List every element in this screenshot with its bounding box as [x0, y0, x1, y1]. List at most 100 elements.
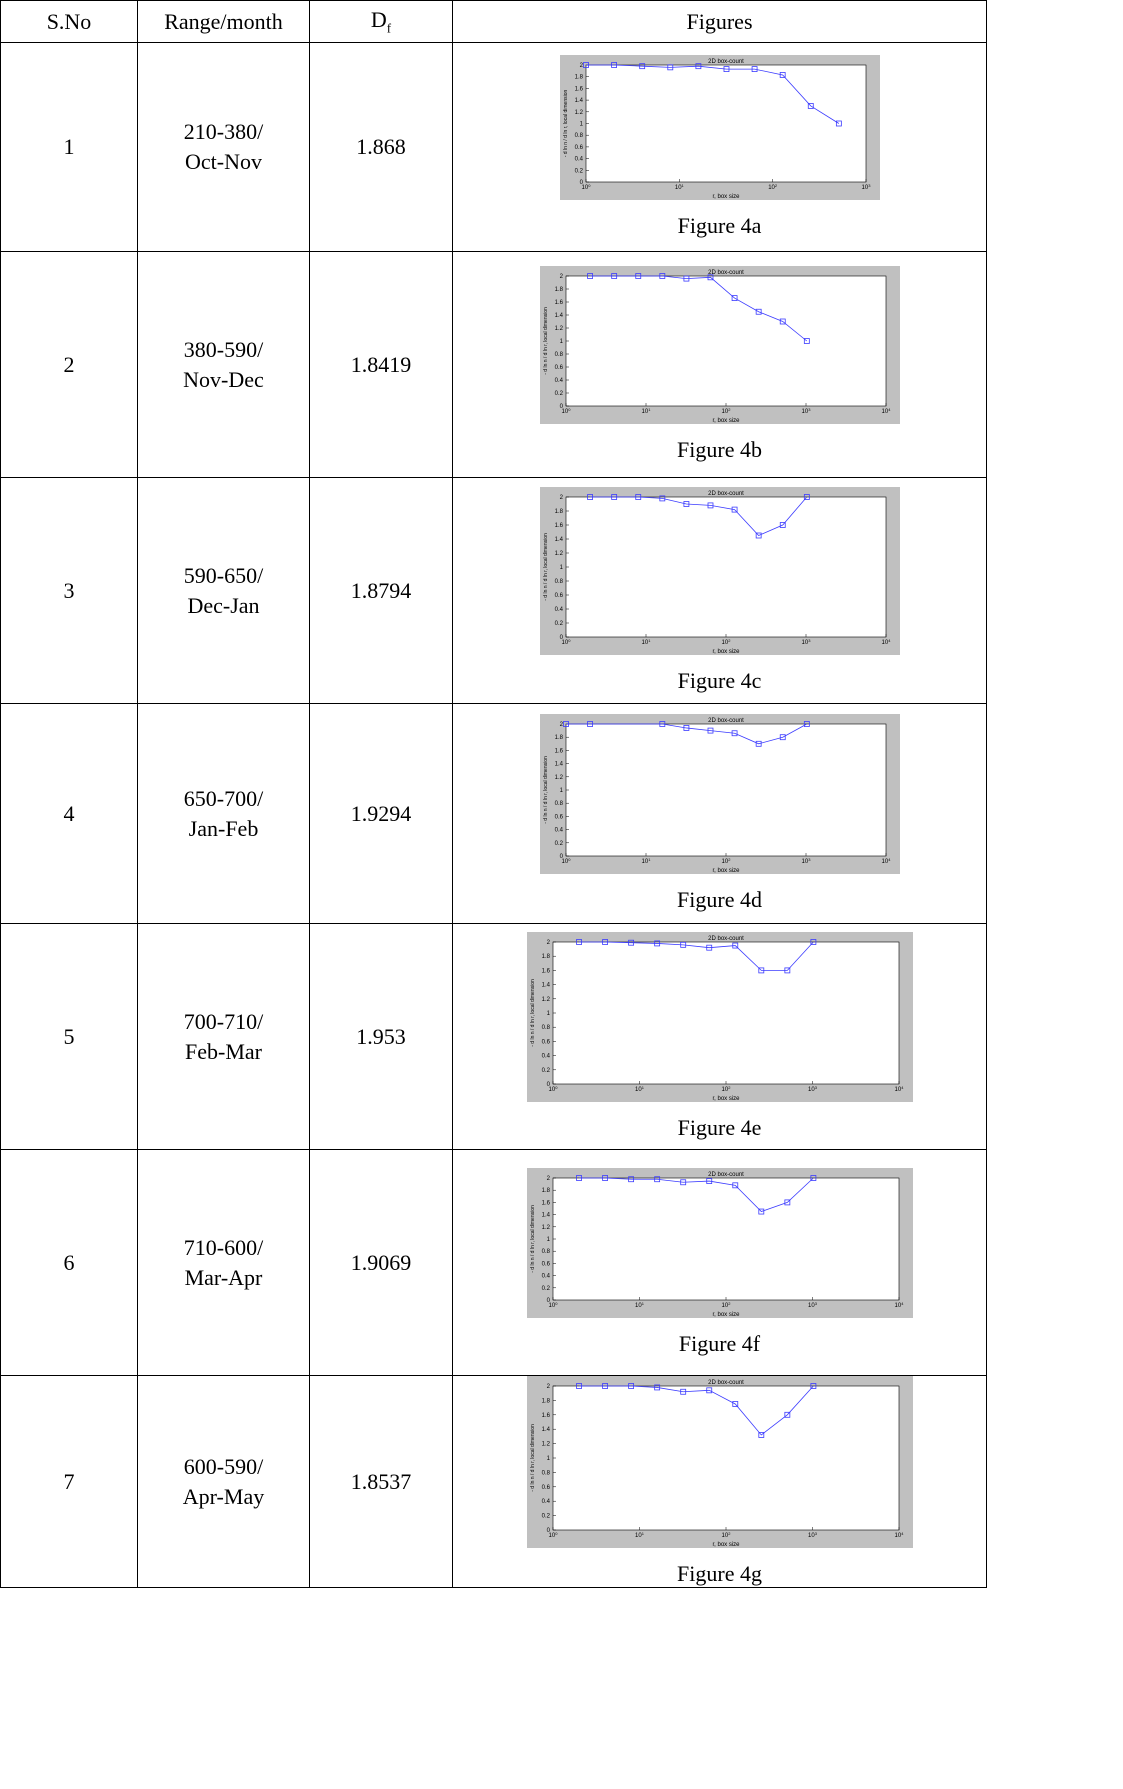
- y-tick-label: 2: [546, 1176, 550, 1182]
- x-axis-label: r, box size: [712, 1542, 740, 1548]
- y-tick-label: 1.4: [541, 1427, 550, 1433]
- cell-df: 1.8537: [309, 1375, 453, 1588]
- x-tick-label: 101: [635, 1531, 645, 1539]
- y-tick-label: 1.6: [554, 748, 563, 754]
- header-sno: S.No: [0, 0, 138, 43]
- x-axis-label: r, box size: [712, 194, 740, 200]
- data-point: [723, 66, 729, 72]
- range-value: 700-710/: [183, 1008, 264, 1034]
- y-tick-label: 0: [579, 180, 583, 186]
- y-tick-label: 0: [559, 404, 563, 410]
- table-row: 2 380-590/Nov-Dec 1.8419 2D box-count 0 0.2 0.…: [0, 251, 987, 478]
- table-row: 1 210-380/Oct-Nov 1.868 2D box-count 0 0.2 0.4…: [0, 42, 987, 252]
- figure-plot: 2D box-count 0 0.2 0.4 0.6 0.8 1 1.2 1.4 1.6 1.8 2 1…: [539, 714, 900, 874]
- data-point: [653, 1176, 660, 1183]
- table-row: 5 700-710/Feb-Mar 1.953 2D box-count 0 0.2 0.4…: [0, 923, 987, 1150]
- y-tick-label: 0.6: [574, 145, 583, 151]
- series-line: [585, 64, 839, 124]
- cell-df: 1.9069: [309, 1149, 453, 1376]
- y-tick-label: 1.6: [541, 1200, 550, 1206]
- y-tick-label: 1: [559, 339, 563, 345]
- data-point: [627, 1176, 634, 1183]
- data-point: [809, 939, 816, 945]
- data-point: [627, 1383, 634, 1389]
- x-axis-label: r, box size: [712, 418, 740, 424]
- cell-range: 590-650/Dec-Jan: [137, 477, 310, 704]
- x-tick-label: 104: [881, 857, 891, 865]
- x-tick-label: 100: [548, 1085, 558, 1093]
- cell-sno: 4: [0, 703, 138, 924]
- x-tick-label: 101: [641, 407, 651, 415]
- data-point: [683, 275, 689, 282]
- y-tick-label: 2: [579, 63, 583, 69]
- x-tick-label: 103: [801, 407, 811, 415]
- y-tick-label: 1.6: [574, 86, 583, 92]
- data-point: [634, 273, 641, 279]
- cell-figure: 2D box-count 0 0.2 0.4 0.6 0.8 1 1.2 1.4 1.6 1.8 2 1…: [452, 42, 987, 252]
- figure-plot: 2D box-count 0 0.2 0.4 0.6 0.8 1 1.2 1.4 1.6 1.8 2 1…: [539, 487, 900, 655]
- data-point: [809, 1383, 816, 1389]
- y-tick-label: 1: [559, 788, 563, 794]
- data-point: [610, 494, 617, 500]
- x-tick-label: 100: [561, 857, 571, 865]
- y-tick-label: 1.4: [554, 762, 563, 768]
- cell-figure: 2D box-count 0 0.2 0.4 0.6 0.8 1 1.2 1.4 1.6 1.8 2 1…: [452, 251, 987, 478]
- y-tick-label: 1.8: [554, 509, 563, 515]
- cell-figure: 2D box-count 0 0.2 0.4 0.6 0.8 1 1.2 1.4 1.6 1.8 2 1…: [452, 703, 987, 924]
- data-point: [779, 72, 786, 78]
- x-tick-label: 103: [861, 183, 871, 191]
- header-figures: Figures: [452, 0, 987, 43]
- data-point: [601, 1383, 608, 1389]
- data-point: [707, 502, 713, 509]
- y-tick-label: 1: [546, 1237, 550, 1243]
- data-point: [638, 63, 645, 70]
- figure-caption: Figure 4b: [677, 437, 762, 462]
- x-tick-label: 100: [581, 183, 591, 191]
- cell-range: 700-710/Feb-Mar: [137, 923, 310, 1150]
- y-tick-label: 0: [546, 1528, 550, 1534]
- data-point: [783, 1411, 790, 1418]
- cell-df: 1.868: [309, 42, 453, 252]
- y-tick-label: 1.4: [554, 537, 563, 543]
- y-tick-label: 1.2: [541, 1442, 550, 1448]
- table-row: 3 590-650/Dec-Jan 1.8794 2D box-count 0 0.2 0.…: [0, 477, 987, 704]
- range-value: 650-700/: [183, 785, 264, 811]
- x-axis-label: r, box size: [712, 1096, 740, 1102]
- y-tick-label: 1.2: [574, 110, 583, 116]
- figure-caption: Figure 4c: [677, 668, 762, 693]
- table-row: 6 710-600/Mar-Apr 1.9069 2D box-count 0 0.2 0.…: [0, 1149, 987, 1376]
- x-tick-label: 102: [721, 1085, 731, 1093]
- cell-sno: 3: [0, 477, 138, 704]
- y-tick-label: 1.8: [554, 287, 563, 293]
- plot-axes: [552, 941, 899, 1085]
- data-point: [610, 62, 617, 68]
- x-tick-label: 101: [641, 638, 651, 646]
- data-point: [666, 64, 673, 71]
- data-point: [705, 944, 712, 951]
- data-point: [601, 1175, 608, 1181]
- y-axis-label: - d ln n / d ln r, local dimension: [563, 90, 569, 158]
- data-table: S.No Range/month Df Figures 1 210-380/Oct…: [0, 0, 987, 1588]
- y-tick-label: 0.8: [541, 1025, 550, 1031]
- range-value: 600-590/: [183, 1453, 264, 1479]
- data-point: [694, 63, 701, 70]
- x-tick-label: 103: [808, 1085, 818, 1093]
- range-month: Dec-Jan: [187, 592, 260, 618]
- y-tick-label: 0.8: [541, 1470, 550, 1476]
- plot-axes: [585, 64, 866, 183]
- figure-caption: Figure 4g: [677, 1561, 762, 1586]
- data-point: [653, 940, 660, 947]
- y-tick-label: 0.2: [541, 1068, 550, 1074]
- data-point: [755, 308, 762, 315]
- cell-df: 1.953: [309, 923, 453, 1150]
- table-row: 4 650-700/Jan-Feb 1.9294 2D box-count 0 0.2 0.…: [0, 703, 987, 924]
- y-tick-label: 1.2: [541, 1225, 550, 1231]
- y-tick-label: 0.4: [554, 378, 563, 384]
- x-tick-label: 102: [721, 407, 731, 415]
- cell-range: 380-590/Nov-Dec: [137, 251, 310, 478]
- x-tick-label: 103: [808, 1301, 818, 1309]
- cell-df: 1.9294: [309, 703, 453, 924]
- data-point: [575, 939, 582, 945]
- x-tick-label: 101: [635, 1085, 645, 1093]
- y-tick-label: 0.4: [541, 1499, 550, 1505]
